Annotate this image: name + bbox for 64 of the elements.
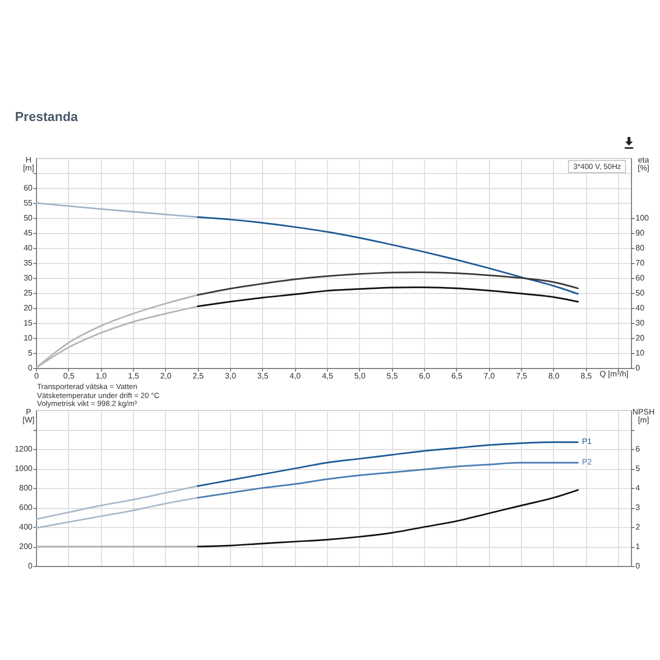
x-tick-label: 6,5 <box>451 372 463 380</box>
x-tick-label: 3,5 <box>257 372 269 380</box>
y2-tick-label: 0 <box>636 364 640 372</box>
y-tick-label: 400 <box>19 522 34 532</box>
y2-axis-title: eta [%] <box>638 156 650 172</box>
x-tick-label: 1,5 <box>128 372 140 380</box>
y2-tick-label: 10 <box>636 348 645 358</box>
y2-tick-label: 1 <box>636 542 640 551</box>
x-tick-label: 6,0 <box>418 372 431 380</box>
y2-tick-label: 3 <box>636 503 640 512</box>
chart-title: Prestanda <box>15 109 78 124</box>
x-tick-label: 3,0 <box>224 372 237 380</box>
y-tick-label: 45 <box>24 228 34 238</box>
series-label: P1 <box>582 437 592 446</box>
y2-tick-label: 70 <box>636 258 645 268</box>
x-tick-label: 2,0 <box>160 372 172 380</box>
y2-tick-label: 40 <box>636 304 645 312</box>
y-tick-label: 0 <box>28 364 34 372</box>
x-tick-label: 7,0 <box>484 372 496 380</box>
y2-tick-label: 100 <box>636 214 650 222</box>
y2-tick-label: 6 <box>636 444 640 454</box>
y-tick-label: 1000 <box>14 464 34 473</box>
x-tick-label: 8,0 <box>548 372 560 380</box>
y-tick-label: 600 <box>19 503 34 512</box>
y-tick-label: 40 <box>24 244 34 252</box>
y2-tick-label: 20 <box>636 334 645 342</box>
x-tick-label: 5,0 <box>354 372 366 380</box>
y-tick-label: 20 <box>24 304 34 312</box>
y-tick-label: 55 <box>24 198 34 208</box>
series-label: P2 <box>582 458 592 467</box>
y2-tick-label: 5 <box>636 464 640 473</box>
x-tick-label: 1,0 <box>96 372 108 380</box>
y-tick-label: 30 <box>24 274 34 282</box>
y-axis-title: H [m] <box>22 156 34 172</box>
y-tick-label: 200 <box>19 542 34 551</box>
y-tick-label: 5 <box>28 348 34 358</box>
x-tick-label: 0 <box>34 372 40 380</box>
x-tick-label: 4,0 <box>290 372 302 380</box>
y2-tick-label: 30 <box>636 318 645 328</box>
x-tick-label: 5,5 <box>386 372 398 380</box>
x-tick-label: 4,5 <box>322 372 334 380</box>
y-tick-label: 60 <box>24 184 34 192</box>
y2-tick-label: 2 <box>636 522 640 532</box>
y2-tick-label: 60 <box>636 274 645 282</box>
y-tick-label: 50 <box>24 214 34 222</box>
y2-tick-label: 0 <box>636 562 640 570</box>
y-tick-label: 15 <box>24 318 34 328</box>
y-tick-label: 35 <box>24 258 34 268</box>
x-tick-label: 2,5 <box>192 372 204 380</box>
y2-tick-label: 80 <box>636 244 645 252</box>
x-tick-label: 0,5 <box>63 372 75 380</box>
y-tick-label: 0 <box>28 562 34 570</box>
y-axis-title: P [W] <box>22 408 34 424</box>
y-tick-label: 25 <box>24 288 34 298</box>
y-tick-label: 1200 <box>14 444 34 454</box>
x-tick-label: 8,5 <box>580 372 592 380</box>
x-axis-title: Q [m³/h] <box>600 370 628 378</box>
y2-tick-label: 50 <box>636 288 645 298</box>
y-tick-label: 10 <box>24 334 34 342</box>
y2-tick-label: 4 <box>636 484 640 492</box>
y2-tick-label: 90 <box>636 228 645 238</box>
x-tick-label: 7,5 <box>516 372 528 380</box>
y-tick-label: 800 <box>19 484 34 492</box>
y2-axis-title: NPSH [m] <box>632 408 655 424</box>
